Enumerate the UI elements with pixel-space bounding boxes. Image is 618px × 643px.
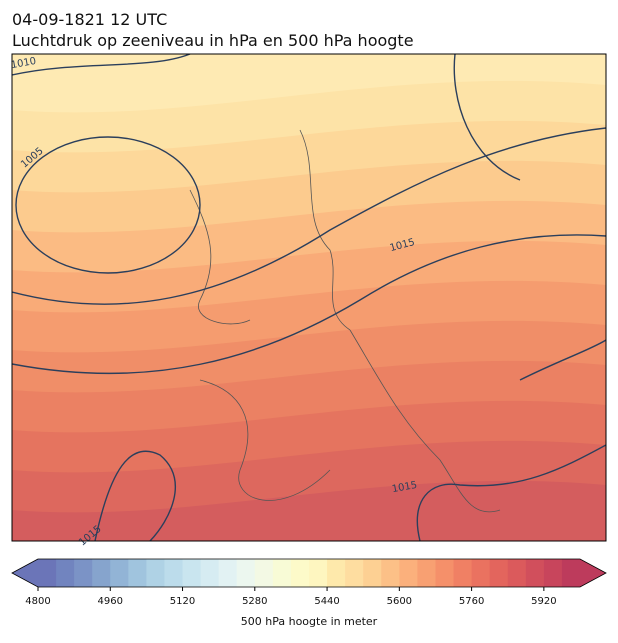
isobar — [453, 54, 521, 181]
colorbar-swatch — [56, 559, 75, 587]
colorbar-swatch — [417, 559, 436, 587]
title: 04-09-1821 12 UTC — [12, 10, 167, 29]
isobar — [94, 450, 176, 541]
colorbar-swatch — [128, 559, 147, 587]
colorbar-frame — [11, 558, 607, 588]
colorbar-swatch — [327, 559, 346, 587]
coastline — [189, 189, 251, 325]
coastline — [349, 329, 501, 513]
subtitle: Luchtdruk op zeeniveau in hPa en 500 hPa… — [12, 31, 414, 50]
colorbar-tick-label: 5760 — [459, 596, 484, 607]
isobars — [12, 54, 606, 541]
colorbar-tick-label: 4960 — [98, 596, 123, 607]
isobar — [12, 54, 191, 76]
colorbar-swatch — [435, 559, 455, 587]
isobar — [12, 234, 606, 375]
colorbar-swatch — [146, 559, 165, 587]
colorbar-swatch — [200, 559, 220, 587]
map-area — [12, 54, 606, 541]
colorbar-tick-label: 4800 — [25, 596, 50, 607]
colorbar-swatch — [507, 559, 527, 587]
colorbar-extend-high — [580, 559, 606, 587]
colorbar-swatch — [489, 559, 509, 587]
coastline — [299, 129, 351, 331]
colorbar-tick-label: 5120 — [170, 596, 195, 607]
colorbar-swatch — [218, 559, 238, 587]
colorbar-swatch — [309, 559, 328, 587]
colorbar-swatch — [381, 559, 400, 587]
colorbar-swatch — [453, 559, 473, 587]
colorbar-swatch — [290, 559, 310, 587]
colorbar-swatch — [561, 559, 581, 587]
colorbar-swatch — [254, 559, 274, 587]
height-band — [12, 480, 606, 541]
colorbar-label: 500 hPa hoogte in meter — [241, 615, 378, 628]
colorbar-swatch — [543, 559, 563, 587]
map-frame — [11, 53, 607, 542]
colorbar-swatch — [38, 559, 57, 587]
colorbar-swatch — [525, 559, 545, 587]
coastline — [199, 379, 331, 501]
colorbar-swatch — [272, 559, 292, 587]
colorbar-extend-low — [12, 559, 38, 587]
colorbar-swatch — [399, 559, 418, 587]
isobar-label: 1015 — [391, 480, 418, 495]
colorbar-tick-label: 5280 — [242, 596, 267, 607]
colorbar-swatch — [182, 559, 202, 587]
colorbar-swatch — [92, 559, 111, 587]
isobar — [416, 444, 606, 541]
colorbar-swatch — [164, 559, 184, 587]
isobar — [519, 339, 606, 381]
colorbar-tick-label: 5920 — [531, 596, 556, 607]
colorbar-swatch — [110, 559, 129, 587]
colorbar-swatch — [363, 559, 382, 587]
isobar-label: 1010 — [10, 56, 37, 71]
colorbar-swatch — [236, 559, 256, 587]
colorbar-swatch — [74, 559, 93, 587]
isobar — [15, 136, 201, 274]
isobar — [12, 127, 606, 305]
colorbar-tick-label: 5440 — [314, 596, 339, 607]
colorbar-tick-label: 5600 — [387, 596, 412, 607]
colorbar-swatch — [345, 559, 364, 587]
colorbar-swatch — [471, 559, 491, 587]
